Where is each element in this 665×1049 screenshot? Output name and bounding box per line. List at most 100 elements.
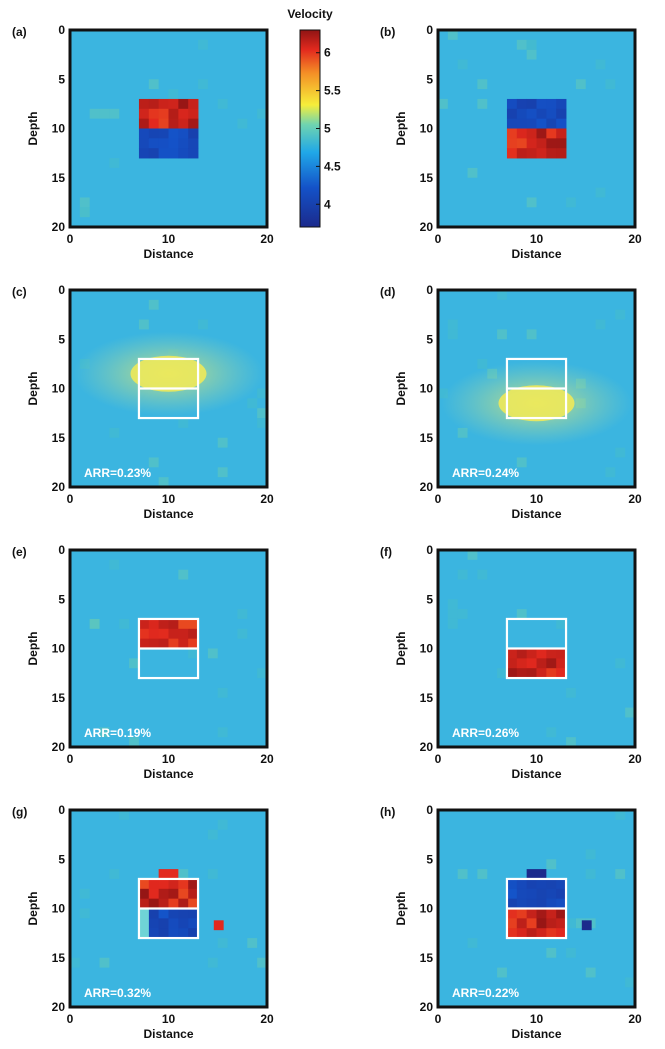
x-tick-label: 10 bbox=[530, 232, 544, 246]
block-cell bbox=[188, 129, 198, 139]
noise-cell bbox=[100, 958, 110, 968]
block-cell bbox=[149, 148, 159, 158]
noise-cell bbox=[208, 958, 218, 968]
block-cell bbox=[556, 889, 566, 899]
block-cell bbox=[546, 918, 556, 928]
panel-c: ARR=0.23%(c) 051015200 10 20DistanceDepth bbox=[12, 283, 274, 521]
x-tick-label: 0 bbox=[67, 492, 74, 506]
block-cell bbox=[188, 99, 198, 109]
block-cell bbox=[159, 889, 169, 899]
y-tick-label: 5 bbox=[58, 592, 65, 606]
block-cell bbox=[517, 129, 527, 139]
panel-label: (e) bbox=[12, 545, 27, 559]
block-cell bbox=[188, 879, 198, 889]
block-cell bbox=[546, 909, 556, 919]
arr-annotation: ARR=0.26% bbox=[452, 726, 519, 740]
block-cell bbox=[159, 109, 169, 119]
noise-cell bbox=[527, 50, 537, 60]
block-cell bbox=[527, 99, 537, 109]
noise-cell bbox=[247, 938, 257, 948]
block-cell bbox=[537, 918, 547, 928]
block-cell bbox=[149, 889, 159, 899]
block-cell bbox=[517, 658, 527, 668]
noise-cell bbox=[119, 619, 129, 629]
block-cell bbox=[556, 668, 566, 678]
noise-cell bbox=[546, 948, 556, 958]
y-tick-label: 10 bbox=[52, 382, 66, 396]
block-cell bbox=[178, 138, 188, 148]
block-cell bbox=[178, 129, 188, 139]
x-tick-label: 10 bbox=[530, 492, 544, 506]
y-tick-label: 0 bbox=[426, 23, 433, 37]
block-cell bbox=[159, 119, 169, 129]
x-tick-label: 0 bbox=[435, 752, 442, 766]
x-tick-label: 20 bbox=[260, 492, 274, 506]
block-cell bbox=[188, 889, 198, 899]
y-tick-label: 0 bbox=[426, 543, 433, 557]
block-cell bbox=[527, 928, 537, 938]
x-axis-label: Distance bbox=[511, 247, 561, 261]
block-cell bbox=[556, 119, 566, 129]
block-cell bbox=[169, 928, 179, 938]
block-cell bbox=[139, 619, 149, 629]
noise-cell bbox=[208, 649, 218, 659]
noise-cell bbox=[178, 418, 188, 428]
y-tick-label: 5 bbox=[426, 592, 433, 606]
panel-label: (a) bbox=[12, 25, 27, 39]
colorbar: Velocity 65.554.54 bbox=[287, 7, 341, 227]
y-tick-label: 10 bbox=[420, 382, 434, 396]
block-cell bbox=[507, 649, 517, 659]
block-cell bbox=[159, 918, 169, 928]
anomaly-cell bbox=[214, 920, 224, 930]
noise-cell bbox=[80, 207, 90, 217]
block-cell bbox=[517, 909, 527, 919]
x-tick-label: 20 bbox=[260, 232, 274, 246]
noise-cell bbox=[149, 300, 159, 310]
block-cell bbox=[188, 119, 198, 129]
block-cell bbox=[507, 658, 517, 668]
noise-cell bbox=[149, 79, 159, 89]
y-tick-label: 0 bbox=[426, 803, 433, 817]
block-cell bbox=[178, 918, 188, 928]
block-cell bbox=[507, 138, 517, 148]
x-tick-label: 10 bbox=[530, 752, 544, 766]
block-cell bbox=[546, 99, 556, 109]
block-cell bbox=[149, 928, 159, 938]
y-tick-label: 20 bbox=[52, 220, 66, 234]
block-cell bbox=[507, 928, 517, 938]
noise-cell bbox=[109, 158, 119, 168]
block-cell bbox=[169, 109, 179, 119]
panel-label: (c) bbox=[12, 285, 27, 299]
block-cell bbox=[139, 629, 149, 639]
block-cell bbox=[556, 138, 566, 148]
block-cell bbox=[149, 109, 159, 119]
colorbar-tick-label: 4 bbox=[324, 197, 331, 211]
noise-cell bbox=[237, 629, 247, 639]
block-cell bbox=[159, 639, 169, 649]
x-axis-label: Distance bbox=[143, 247, 193, 261]
block-cell bbox=[139, 138, 149, 148]
noise-cell bbox=[596, 60, 606, 70]
arr-annotation: ARR=0.19% bbox=[84, 726, 151, 740]
smear-core bbox=[131, 356, 207, 392]
block-cell bbox=[169, 639, 179, 649]
block-cell bbox=[517, 119, 527, 129]
block-cell bbox=[537, 668, 547, 678]
block-cell bbox=[537, 99, 547, 109]
noise-cell bbox=[586, 869, 596, 879]
y-tick-label: 10 bbox=[420, 642, 434, 656]
block-cell bbox=[169, 909, 179, 919]
block-cell bbox=[149, 879, 159, 889]
y-tick-label: 15 bbox=[420, 171, 434, 185]
block-cell bbox=[537, 909, 547, 919]
block-cell bbox=[546, 879, 556, 889]
noise-cell bbox=[218, 938, 228, 948]
x-axis-label: Distance bbox=[143, 767, 193, 781]
panel-label: (d) bbox=[380, 285, 395, 299]
y-tick-label: 15 bbox=[420, 951, 434, 965]
noise-cell bbox=[90, 619, 100, 629]
noise-cell bbox=[218, 99, 228, 109]
block-cell bbox=[527, 879, 537, 889]
block-cell bbox=[507, 129, 517, 139]
panel-label: (h) bbox=[380, 805, 395, 819]
